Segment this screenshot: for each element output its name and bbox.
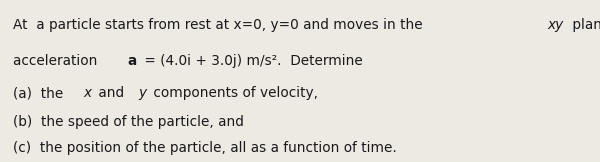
Text: acceleration: acceleration	[13, 54, 102, 68]
Text: plane with an: plane with an	[568, 18, 600, 32]
Text: x: x	[83, 86, 92, 100]
Text: (a)  the: (a) the	[13, 86, 68, 100]
Text: components of velocity,: components of velocity,	[149, 86, 318, 100]
Text: and: and	[94, 86, 128, 100]
Text: (c)  the position of the particle, all as a function of time.: (c) the position of the particle, all as…	[13, 141, 397, 155]
Text: xy: xy	[547, 18, 563, 32]
Text: = (4.0i + 3.0j) m/s².  Determine: = (4.0i + 3.0j) m/s². Determine	[140, 54, 362, 68]
Text: (b)  the speed of the particle, and: (b) the speed of the particle, and	[13, 115, 244, 129]
Text: At  a particle starts from rest at x=0, y=0 and moves in the: At a particle starts from rest at x=0, y…	[13, 18, 427, 32]
Text: y: y	[139, 86, 147, 100]
Text: a: a	[128, 54, 137, 68]
